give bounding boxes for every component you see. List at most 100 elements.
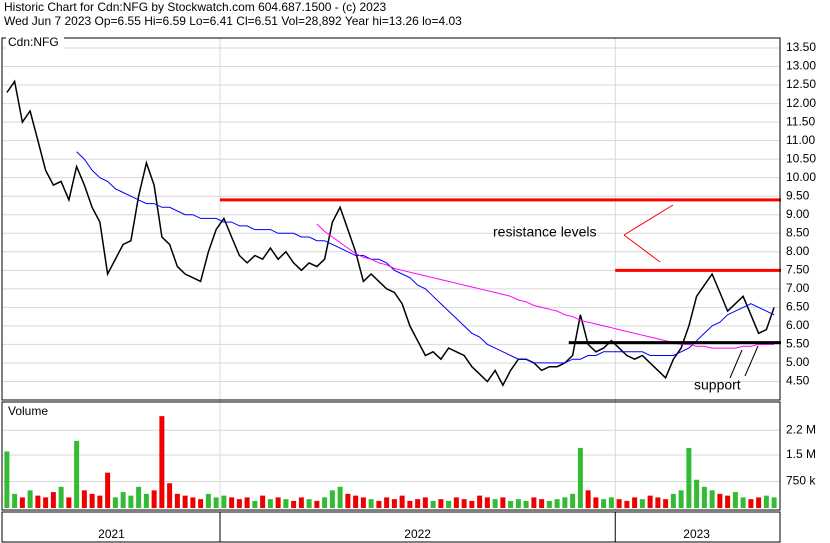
volume-bar xyxy=(477,495,483,508)
volume-bar xyxy=(438,499,444,508)
price-line xyxy=(316,223,775,349)
volume-bar xyxy=(213,497,219,508)
volume-bar xyxy=(329,490,335,508)
volume-bar xyxy=(531,497,537,508)
volume-bar xyxy=(66,497,72,508)
y-tick-label: 6.50 xyxy=(786,300,810,314)
volume-bar xyxy=(105,472,111,508)
x-tick-label: 2021 xyxy=(98,527,125,541)
volume-bar xyxy=(748,499,754,508)
volume-bar xyxy=(12,493,18,508)
volume-bar xyxy=(353,495,359,508)
volume-bar xyxy=(236,499,242,508)
volume-bar xyxy=(74,440,80,508)
volume-bar xyxy=(291,500,297,508)
volume-bar xyxy=(298,497,304,508)
volume-bar xyxy=(407,500,413,508)
volume-bar xyxy=(89,493,95,508)
price-frame xyxy=(1,37,781,401)
volume-bar xyxy=(686,447,692,508)
volume-bar xyxy=(159,416,165,508)
volume-bar xyxy=(562,497,568,508)
volume-bar xyxy=(740,497,746,508)
volume-bar xyxy=(655,497,661,508)
volume-bar xyxy=(120,492,126,508)
y-tick-label: 1.5 M xyxy=(786,447,816,461)
y-tick-label: 8.50 xyxy=(786,225,810,239)
volume-bar xyxy=(205,493,211,508)
volume-bar xyxy=(244,497,250,508)
volume-bar xyxy=(415,499,421,508)
volume-bar xyxy=(112,497,118,508)
volume-bar xyxy=(391,499,397,508)
volume-bar xyxy=(593,497,599,508)
volume-bar xyxy=(732,492,738,508)
symbol-label: Cdn:NFG xyxy=(8,35,59,49)
volume-bar xyxy=(601,499,607,508)
volume-bar xyxy=(608,497,614,508)
volume-bar xyxy=(500,497,506,508)
volume-bar xyxy=(570,493,576,508)
volume-bar xyxy=(35,495,41,508)
y-tick-label: 4.50 xyxy=(786,374,810,388)
volume-bar xyxy=(368,499,374,508)
volume-bar xyxy=(639,499,645,508)
volume-bar xyxy=(81,490,87,508)
volume-bar xyxy=(422,497,428,508)
pointer xyxy=(623,204,674,236)
volume-frame xyxy=(1,401,781,511)
volume-bar xyxy=(632,497,638,508)
y-tick-label: 10.50 xyxy=(786,151,816,165)
volume-bar xyxy=(446,500,452,508)
y-tick-label: 750 k xyxy=(786,474,816,488)
x-tick-label: 2022 xyxy=(404,527,431,541)
y-tick-label: 8.00 xyxy=(786,244,810,258)
volume-bar xyxy=(430,500,436,508)
chart-title: Historic Chart for Cdn:NFG by Stockwatch… xyxy=(4,0,386,14)
volume-bar xyxy=(508,500,514,508)
volume-bar xyxy=(198,499,204,508)
volume-bar xyxy=(50,492,56,508)
volume-bar xyxy=(190,497,196,508)
resistance-annotation: resistance levels xyxy=(493,224,597,240)
y-tick-label: 11.00 xyxy=(786,133,815,147)
volume-bar xyxy=(484,497,490,508)
y-tick-label: 12.50 xyxy=(786,77,816,91)
y-tick-label: 13.50 xyxy=(786,40,816,54)
volume-title-bg xyxy=(6,404,56,418)
pointer xyxy=(729,349,743,379)
pointer xyxy=(744,345,759,377)
y-tick-label: 10.00 xyxy=(786,170,816,184)
volume-bar xyxy=(546,500,552,508)
volume-bar xyxy=(624,500,630,508)
volume-bar xyxy=(151,490,157,508)
time-frame xyxy=(1,511,781,543)
volume-bar xyxy=(399,495,405,508)
price-line xyxy=(6,79,775,387)
volume-bar xyxy=(27,490,33,508)
volume-bar xyxy=(554,499,560,508)
y-tick-label: 7.50 xyxy=(786,262,810,276)
y-tick-label: 5.00 xyxy=(786,355,810,369)
volume-bar xyxy=(647,495,653,508)
volume-bar xyxy=(515,499,521,508)
volume-bar xyxy=(143,493,149,508)
volume-bar xyxy=(360,497,366,508)
volume-bar xyxy=(260,495,266,508)
volume-bar xyxy=(97,495,103,508)
volume-bar xyxy=(229,497,235,508)
y-tick-label: 11.50 xyxy=(786,114,815,128)
volume-bar xyxy=(694,479,700,508)
volume-bar xyxy=(337,486,343,508)
volume-bar xyxy=(492,499,498,508)
y-tick-label: 9.00 xyxy=(786,207,810,221)
support-annotation: support xyxy=(694,377,741,393)
y-tick-label: 7.00 xyxy=(786,281,810,295)
volume-bar xyxy=(322,497,328,508)
volume-bar xyxy=(275,497,281,508)
volume-bar xyxy=(376,500,382,508)
volume-bar xyxy=(314,500,320,508)
x-tick-label: 2023 xyxy=(683,527,710,541)
volume-bar xyxy=(221,495,227,508)
